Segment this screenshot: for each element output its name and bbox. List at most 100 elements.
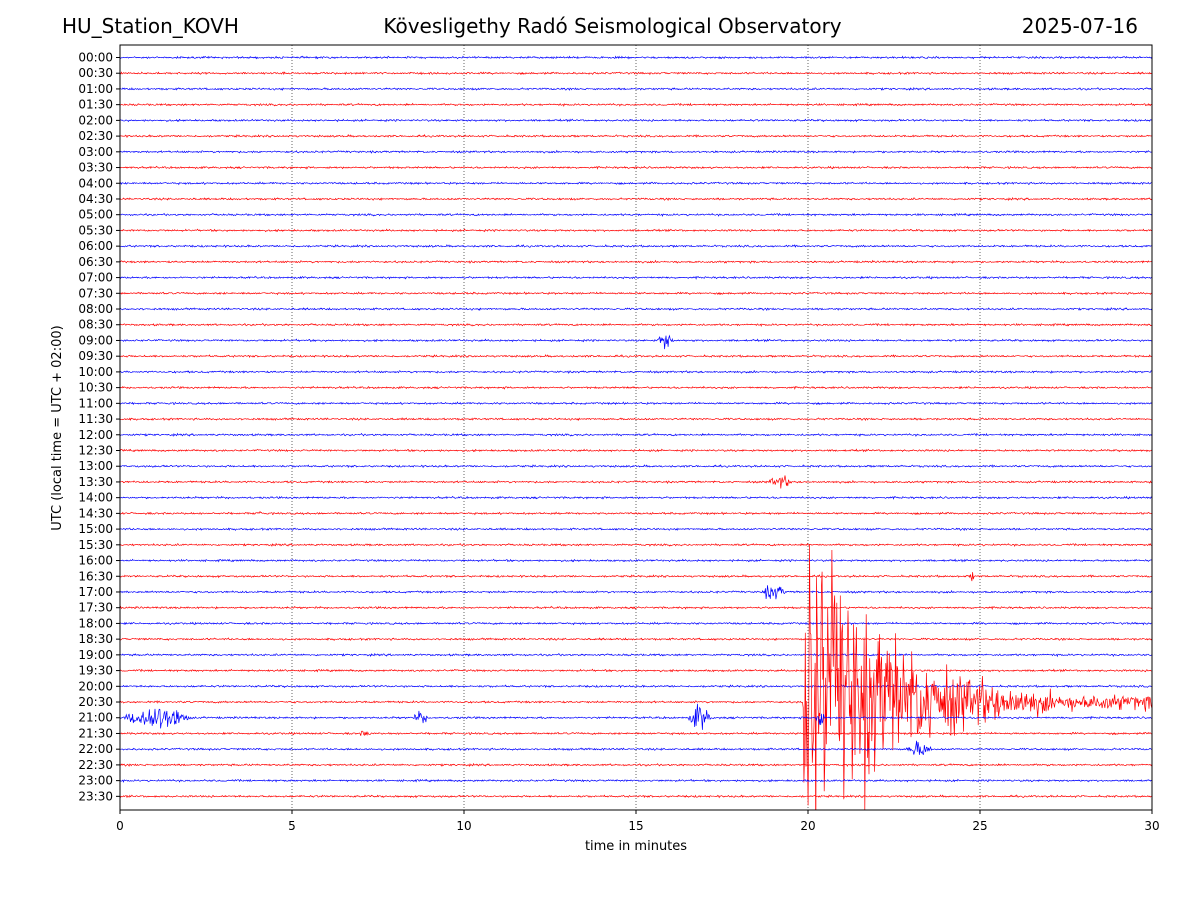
y-tick-label: 17:00 (78, 585, 113, 599)
x-tick-label: 5 (288, 819, 296, 833)
trace-0530 (120, 228, 1152, 233)
y-tick-label: 15:00 (78, 522, 113, 536)
trace-0200 (120, 118, 1152, 123)
y-tick-label: 07:00 (78, 271, 113, 285)
trace-1900 (120, 652, 1152, 658)
trace-0000 (120, 55, 1152, 60)
y-tick-label: 06:00 (78, 239, 113, 253)
y-tick-label: 23:00 (78, 774, 113, 788)
y-tick-label: 04:00 (78, 176, 113, 190)
y-tick-label: 14:30 (78, 506, 113, 520)
trace-2000 (120, 684, 1152, 689)
y-tick-label: 18:00 (78, 616, 113, 630)
grid-lines (291, 45, 981, 810)
x-axis: 0 5 10 15 20 25 30 (116, 810, 1160, 833)
x-tick-label: 15 (628, 819, 643, 833)
y-tick-label: 03:30 (78, 161, 113, 175)
trace-1530 (120, 542, 1152, 548)
trace-0830 (120, 322, 1152, 327)
y-tick-label: 14:00 (78, 491, 113, 505)
trace-0300 (120, 149, 1152, 154)
y-tick-label: 01:00 (78, 82, 113, 96)
y-tick-label: 12:00 (78, 428, 113, 442)
y-tick-label: 08:00 (78, 302, 113, 316)
trace-1430 (120, 510, 1152, 516)
trace-2300 (120, 778, 1152, 783)
y-tick-label: 21:30 (78, 726, 113, 740)
y-tick-label: 11:30 (78, 412, 113, 426)
trace-1300 (120, 464, 1152, 469)
trace-1630 (120, 572, 1152, 582)
y-tick-label: 19:30 (78, 664, 113, 678)
trace-0130 (120, 102, 1152, 108)
x-tick-label: 20 (800, 819, 815, 833)
x-tick-label: 0 (116, 819, 124, 833)
trace-1100 (120, 401, 1152, 406)
trace-1830 (120, 637, 1152, 642)
y-tick-label: 22:00 (78, 742, 113, 756)
chart-title: Kövesligethy Radó Seismological Observat… (383, 14, 842, 38)
y-tick-label: 00:30 (78, 66, 113, 80)
x-tick-label: 10 (456, 819, 471, 833)
y-tick-label: 17:30 (78, 601, 113, 615)
trace-0100 (120, 87, 1152, 91)
y-tick-label: 02:00 (78, 113, 113, 127)
y-tick-label: 19:00 (78, 648, 113, 662)
y-tick-label: 03:00 (78, 145, 113, 159)
trace-1700 (120, 585, 1152, 600)
y-tick-label: 05:00 (78, 208, 113, 222)
x-tick-label: 25 (972, 819, 987, 833)
trace-0400 (120, 181, 1152, 186)
y-tick-label: 09:30 (78, 349, 113, 363)
y-tick-label: 09:00 (78, 333, 113, 347)
trace-1200 (120, 432, 1152, 438)
trace-0900 (120, 334, 1152, 350)
trace-1330 (120, 475, 1152, 489)
trace-2200 (120, 740, 1152, 755)
y-tick-label: 10:30 (78, 381, 113, 395)
trace-0430 (120, 196, 1152, 202)
trace-2230 (120, 762, 1152, 767)
trace-1230 (120, 448, 1152, 453)
trace-0500 (120, 212, 1152, 217)
y-tick-label: 04:30 (78, 192, 113, 206)
trace-0800 (120, 306, 1152, 312)
y-tick-label: 11:00 (78, 396, 113, 410)
trace-0600 (120, 244, 1152, 249)
trace-1730 (120, 605, 1152, 610)
trace-0230 (120, 134, 1152, 139)
trace-2100 (120, 703, 1152, 730)
trace-2030 (120, 543, 1152, 810)
y-tick-label: 13:00 (78, 459, 113, 473)
y-axis-label: UTC (local time = UTC + 02:00) (50, 325, 65, 530)
trace-2130 (120, 730, 1152, 737)
trace-0930 (120, 354, 1152, 359)
y-tick-label: 15:30 (78, 538, 113, 552)
y-tick-label: 02:30 (78, 129, 113, 143)
x-axis-label: time in minutes (585, 839, 687, 854)
y-tick-label: 18:30 (78, 632, 113, 646)
y-tick-label: 20:30 (78, 695, 113, 709)
y-tick-label: 00:00 (78, 51, 113, 65)
chart-date: 2025-07-16 (1021, 14, 1138, 38)
trace-0030 (120, 71, 1152, 76)
y-tick-label: 06:30 (78, 255, 113, 269)
trace-0630 (120, 259, 1152, 264)
y-tick-label: 01:30 (78, 98, 113, 112)
y-tick-label: 10:00 (78, 365, 113, 379)
trace-0700 (120, 275, 1152, 280)
trace-1400 (120, 495, 1152, 500)
trace-1000 (120, 369, 1152, 374)
y-tick-label: 22:30 (78, 758, 113, 772)
trace-1030 (120, 385, 1152, 390)
y-tick-label: 16:00 (78, 554, 113, 568)
y-tick-label: 16:30 (78, 569, 113, 583)
y-tick-label: 12:30 (78, 444, 113, 458)
y-tick-label: 08:30 (78, 318, 113, 332)
trace-group (120, 55, 1152, 810)
trace-1500 (120, 527, 1152, 532)
y-tick-label: 23:30 (78, 789, 113, 803)
trace-0730 (120, 291, 1152, 296)
